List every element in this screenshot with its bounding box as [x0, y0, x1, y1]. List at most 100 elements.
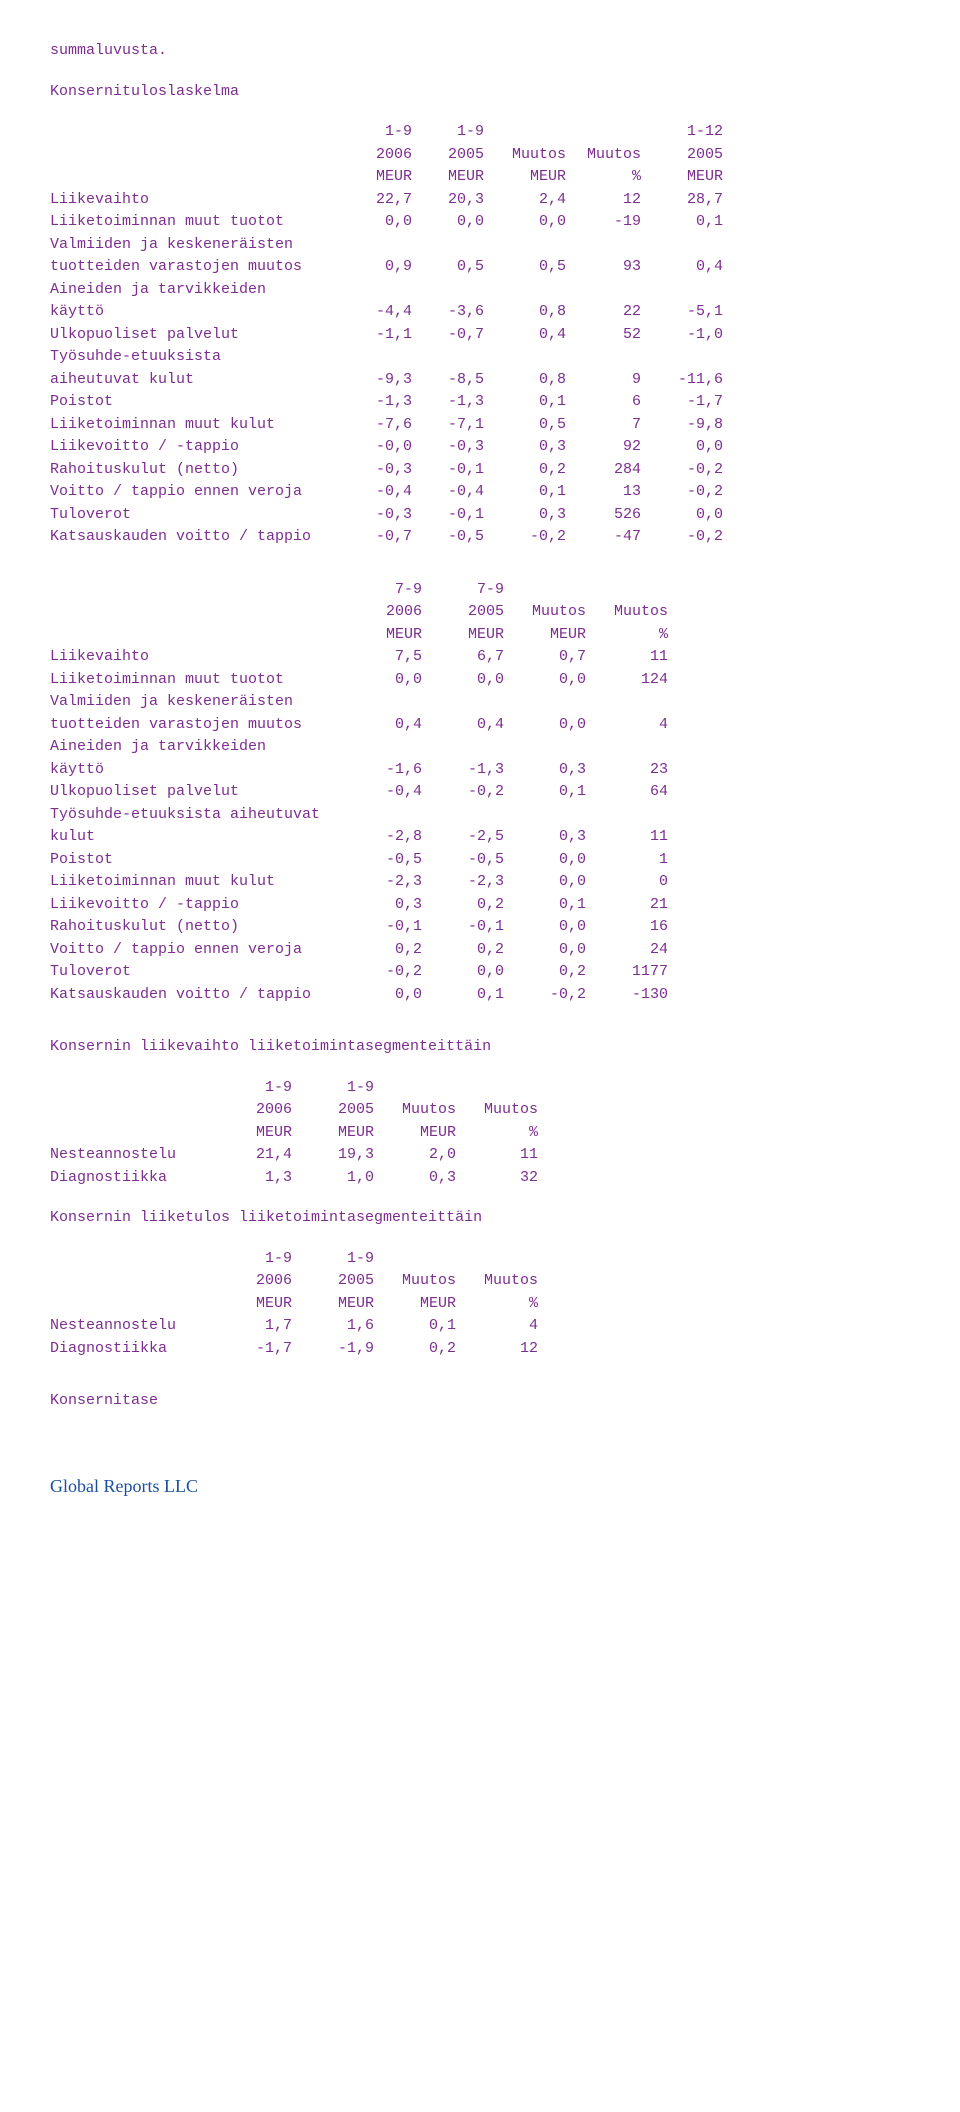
t4-u2: MEUR	[292, 1293, 374, 1316]
table-cell: -2,5	[422, 826, 504, 849]
table-cell: 0,4	[641, 256, 723, 279]
footer-text: Global Reports LLC	[50, 1473, 910, 1500]
table-cell: 2,4	[484, 189, 566, 212]
table-cell: 0,9	[340, 256, 412, 279]
table-cell: -1,9	[292, 1338, 374, 1361]
table-cell: -19	[566, 211, 641, 234]
table-cell: 0,8	[484, 369, 566, 392]
table-row-label: Katsauskauden voitto / tappio	[50, 984, 340, 1007]
table-cell	[412, 279, 484, 302]
t4-u1: MEUR	[220, 1293, 292, 1316]
table-cell: 28,7	[641, 189, 723, 212]
table-cell: -0,3	[412, 436, 484, 459]
t3-h5: Muutos	[374, 1099, 456, 1122]
table-row-label: Työsuhde-etuuksista	[50, 346, 340, 369]
table-cell: -0,1	[412, 504, 484, 527]
table-cell: -0,2	[641, 481, 723, 504]
table-cell	[340, 346, 412, 369]
t1-h7: Muutos	[566, 144, 641, 167]
table-cell: 11	[586, 646, 668, 669]
table-cell: -0,4	[412, 481, 484, 504]
table-cell: -0,7	[340, 526, 412, 549]
table-row-label: Diagnostiikka	[50, 1167, 220, 1190]
table-cell	[566, 279, 641, 302]
table-cell: -0,7	[412, 324, 484, 347]
table-cell: 0,5	[484, 256, 566, 279]
t2-h4: 2005	[422, 601, 504, 624]
table-cell: 0,5	[412, 256, 484, 279]
table-cell: 52	[566, 324, 641, 347]
table-cell: 0,2	[422, 939, 504, 962]
t1-u3: MEUR	[484, 166, 566, 189]
table-cell: 1,7	[220, 1315, 292, 1338]
table-row-label: Työsuhde-etuuksista aiheutuvat	[50, 804, 340, 827]
table-cell: 0,0	[340, 984, 422, 1007]
table1-title: Konsernituloslaskelma	[50, 81, 910, 104]
table-cell: -1,6	[340, 759, 422, 782]
table-cell	[641, 346, 723, 369]
t1-h2: 1-9	[412, 121, 484, 144]
t3-u4: %	[456, 1122, 538, 1145]
table-cell: 0,0	[340, 211, 412, 234]
table-cell: 0,3	[374, 1167, 456, 1190]
table-cell	[504, 804, 586, 827]
t1-u4: %	[566, 166, 641, 189]
table-row-label: Rahoituskulut (netto)	[50, 459, 340, 482]
table-cell: -0,1	[412, 459, 484, 482]
table-cell: 0,0	[422, 669, 504, 692]
table-cell: 0,1	[374, 1315, 456, 1338]
table-row-label: Voitto / tappio ennen veroja	[50, 939, 340, 962]
table-row-label: Katsauskauden voitto / tappio	[50, 526, 340, 549]
table-cell: -47	[566, 526, 641, 549]
t1-h8: 2005	[641, 144, 723, 167]
table-cell: -0,5	[340, 849, 422, 872]
table-cell: -0,3	[340, 504, 412, 527]
table-cell: 0,1	[484, 481, 566, 504]
table-row-label: Ulkopuoliset palvelut	[50, 324, 340, 347]
table-cell: 0,4	[484, 324, 566, 347]
t1-h4: 2006	[340, 144, 412, 167]
table-cell	[504, 736, 586, 759]
t3-h6: Muutos	[456, 1099, 538, 1122]
table-cell: 1,3	[220, 1167, 292, 1190]
table-cell: 0,3	[340, 894, 422, 917]
table-cell: -0,1	[340, 916, 422, 939]
table-cell: 4	[456, 1315, 538, 1338]
table-row-label: Liikevoitto / -tappio	[50, 436, 340, 459]
table-cell: 4	[586, 714, 668, 737]
t1-h6: Muutos	[484, 144, 566, 167]
table-cell: 0,2	[340, 939, 422, 962]
table-cell: 0,0	[422, 961, 504, 984]
table-cell: 0,3	[504, 826, 586, 849]
table-row-label: käyttö	[50, 759, 340, 782]
table-cell	[340, 234, 412, 257]
table-cell: 0,0	[484, 211, 566, 234]
t3-u2: MEUR	[292, 1122, 374, 1145]
table-cell: -2,3	[422, 871, 504, 894]
table-cell: -0,2	[484, 526, 566, 549]
table-cell: -11,6	[641, 369, 723, 392]
table-cell: -1,0	[641, 324, 723, 347]
table-cell: 0,4	[422, 714, 504, 737]
table-cell: 0,0	[412, 211, 484, 234]
table-cell: 0,0	[340, 669, 422, 692]
table-row-label: Valmiiden ja keskeneräisten	[50, 234, 340, 257]
table-cell: 16	[586, 916, 668, 939]
table-cell: 11	[586, 826, 668, 849]
table-cell: -1,7	[220, 1338, 292, 1361]
table-cell: 0	[586, 871, 668, 894]
table-cell: 7	[566, 414, 641, 437]
table-cell: 12	[456, 1338, 538, 1361]
table-cell: 92	[566, 436, 641, 459]
table-row-label: käyttö	[50, 301, 340, 324]
table-cell: 1,6	[292, 1315, 374, 1338]
table-row-label: Liiketoiminnan muut tuotot	[50, 669, 340, 692]
t2-u4: %	[586, 624, 668, 647]
table-cell: 0,0	[641, 436, 723, 459]
table-cell: 0,1	[504, 894, 586, 917]
table-cell: -1,3	[412, 391, 484, 414]
table-cell: 21,4	[220, 1144, 292, 1167]
table-cell: 19,3	[292, 1144, 374, 1167]
table-cell	[566, 346, 641, 369]
t2-u1: MEUR	[340, 624, 422, 647]
